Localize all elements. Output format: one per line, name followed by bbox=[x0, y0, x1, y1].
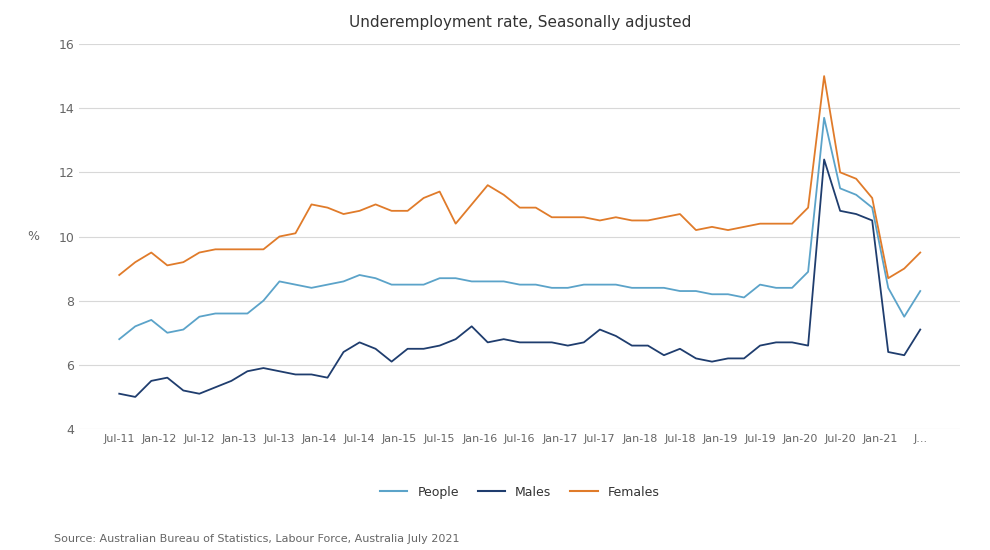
Females bbox=[113, 272, 125, 278]
Females bbox=[898, 265, 910, 272]
Females bbox=[369, 201, 381, 208]
Text: %: % bbox=[28, 230, 40, 243]
People bbox=[642, 284, 653, 291]
Line: Females: Females bbox=[119, 76, 921, 278]
Males bbox=[658, 352, 670, 359]
Line: People: People bbox=[119, 118, 921, 339]
Title: Underemployment rate, Seasonally adjusted: Underemployment rate, Seasonally adjuste… bbox=[348, 15, 691, 30]
People bbox=[289, 282, 301, 288]
Males bbox=[706, 359, 718, 365]
People bbox=[113, 336, 125, 343]
Males bbox=[818, 156, 830, 163]
Line: Males: Males bbox=[119, 160, 921, 397]
People bbox=[898, 314, 910, 320]
Legend: People, Males, Females: People, Males, Females bbox=[375, 481, 664, 504]
Text: Source: Australian Bureau of Statistics, Labour Force, Australia July 2021: Source: Australian Bureau of Statistics,… bbox=[54, 535, 460, 544]
Females bbox=[818, 73, 830, 79]
Males bbox=[306, 371, 318, 378]
Males bbox=[369, 345, 381, 352]
Females bbox=[882, 275, 894, 282]
Males bbox=[386, 359, 398, 365]
Females bbox=[642, 217, 653, 224]
People bbox=[369, 275, 381, 282]
People bbox=[915, 288, 927, 294]
People bbox=[690, 288, 702, 294]
Females bbox=[289, 230, 301, 236]
Males bbox=[898, 352, 910, 359]
Females bbox=[915, 249, 927, 256]
Males bbox=[113, 390, 125, 397]
Females bbox=[353, 207, 365, 214]
Males bbox=[130, 394, 142, 400]
People bbox=[818, 114, 830, 121]
Males bbox=[915, 326, 927, 333]
People bbox=[353, 272, 365, 278]
Females bbox=[690, 227, 702, 233]
